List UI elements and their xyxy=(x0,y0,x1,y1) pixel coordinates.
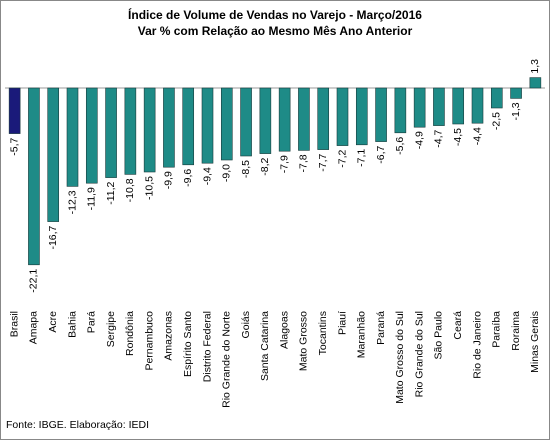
bar xyxy=(394,87,407,134)
x-tick-label: Rio de Janeiro xyxy=(471,311,483,379)
bar xyxy=(201,87,214,164)
value-label: -7,7 xyxy=(317,153,329,171)
x-tick-label: Tocantins xyxy=(317,311,329,355)
x-tick-label: Paraná xyxy=(375,311,387,345)
bar xyxy=(413,87,426,128)
value-label: -16,7 xyxy=(47,225,59,249)
chart-title: Índice de Volume de Vendas no Varejo - M… xyxy=(128,7,422,22)
value-label: -22,1 xyxy=(28,269,40,293)
chart-subtitle: Var % com Relação ao Mesmo Mês Ano Anter… xyxy=(138,24,413,38)
x-tick-label: Santa Catarina xyxy=(259,311,271,381)
value-label: -7,9 xyxy=(278,155,290,173)
bar xyxy=(490,87,503,109)
x-tick-label: Goiás xyxy=(240,311,252,338)
value-label: -8,5 xyxy=(240,160,252,178)
x-tick-label: Minas Gerais xyxy=(529,311,541,373)
source-note: Fonte: IBGE. Elaboração: IEDI xyxy=(6,419,149,431)
bar xyxy=(433,87,445,126)
value-label: -7,2 xyxy=(336,149,348,167)
value-label: -12,3 xyxy=(66,190,78,214)
x-tick-label: Amazonas xyxy=(163,311,175,361)
bar xyxy=(163,87,175,168)
x-tick-label: Rio Grande do Norte xyxy=(221,311,233,408)
x-tick-label: Pará xyxy=(86,311,98,333)
bar xyxy=(8,87,21,134)
bar xyxy=(28,87,40,266)
x-tick-label: Espírito Santo xyxy=(182,311,194,377)
bar xyxy=(471,87,484,124)
bar xyxy=(47,87,60,222)
value-label: -2,5 xyxy=(491,112,503,130)
value-label: -7,8 xyxy=(298,154,310,172)
bar xyxy=(452,87,465,125)
bar xyxy=(143,87,156,173)
value-label: -5,6 xyxy=(394,137,406,155)
x-tick-label: Maranhão xyxy=(356,311,368,358)
x-tick-label: Rio Grande do Sul xyxy=(413,311,425,397)
value-label: -8,2 xyxy=(259,157,271,175)
bar xyxy=(182,87,195,166)
bar xyxy=(355,87,368,146)
bar xyxy=(298,87,310,151)
bar xyxy=(510,87,522,99)
bar xyxy=(85,87,98,184)
value-label: -4,9 xyxy=(413,131,425,149)
value-label: -7,1 xyxy=(356,149,368,167)
x-tick-label: Piauí xyxy=(336,311,348,335)
value-label: -10,8 xyxy=(124,178,136,202)
x-tick-label: Sergipe xyxy=(105,311,117,347)
bar xyxy=(375,87,387,142)
x-tick-label: São Paulo xyxy=(433,311,445,360)
x-tick-label: Distrito Federal xyxy=(201,311,213,382)
value-label: -11,2 xyxy=(105,181,117,204)
x-tick-label: Pernambuco xyxy=(143,311,155,371)
value-label: -9,0 xyxy=(221,164,233,182)
value-label: -9,9 xyxy=(163,171,175,189)
x-tick-label: Acre xyxy=(47,311,59,333)
x-tick-label: Amapa xyxy=(28,311,40,344)
value-label: -11,9 xyxy=(86,187,98,210)
value-label: -5,7 xyxy=(8,137,20,155)
bar xyxy=(259,87,272,154)
value-label: -9,6 xyxy=(182,169,194,187)
x-tick-label: Ceará xyxy=(452,311,464,340)
bar xyxy=(336,87,349,146)
x-tick-label: Mato Grosso xyxy=(298,311,310,371)
x-tick-label: Brasil xyxy=(8,311,20,337)
bar xyxy=(124,87,137,175)
x-tick-label: Roraima xyxy=(510,311,522,351)
value-label: -4,7 xyxy=(433,129,445,147)
bar xyxy=(105,87,117,178)
x-tick-label: Rondônia xyxy=(124,311,136,356)
bar xyxy=(66,87,79,187)
bar xyxy=(278,87,291,152)
x-tick-label: Mato Grosso do Sul xyxy=(394,311,406,404)
value-label: -10,5 xyxy=(143,176,155,200)
value-label: 1,3 xyxy=(529,59,541,74)
value-label: -1,3 xyxy=(510,102,522,120)
bar xyxy=(317,87,330,150)
x-tick-label: Alagoas xyxy=(278,311,290,349)
x-tick-label: Bahia xyxy=(66,311,78,338)
value-label: -9,4 xyxy=(201,167,213,185)
bar xyxy=(240,87,252,157)
value-label: -6,7 xyxy=(375,145,387,163)
value-label: -4,4 xyxy=(471,127,483,145)
value-label: -4,5 xyxy=(452,128,464,146)
bar xyxy=(529,77,542,89)
x-tick-label: Paraíba xyxy=(491,311,503,348)
bar xyxy=(220,87,233,161)
